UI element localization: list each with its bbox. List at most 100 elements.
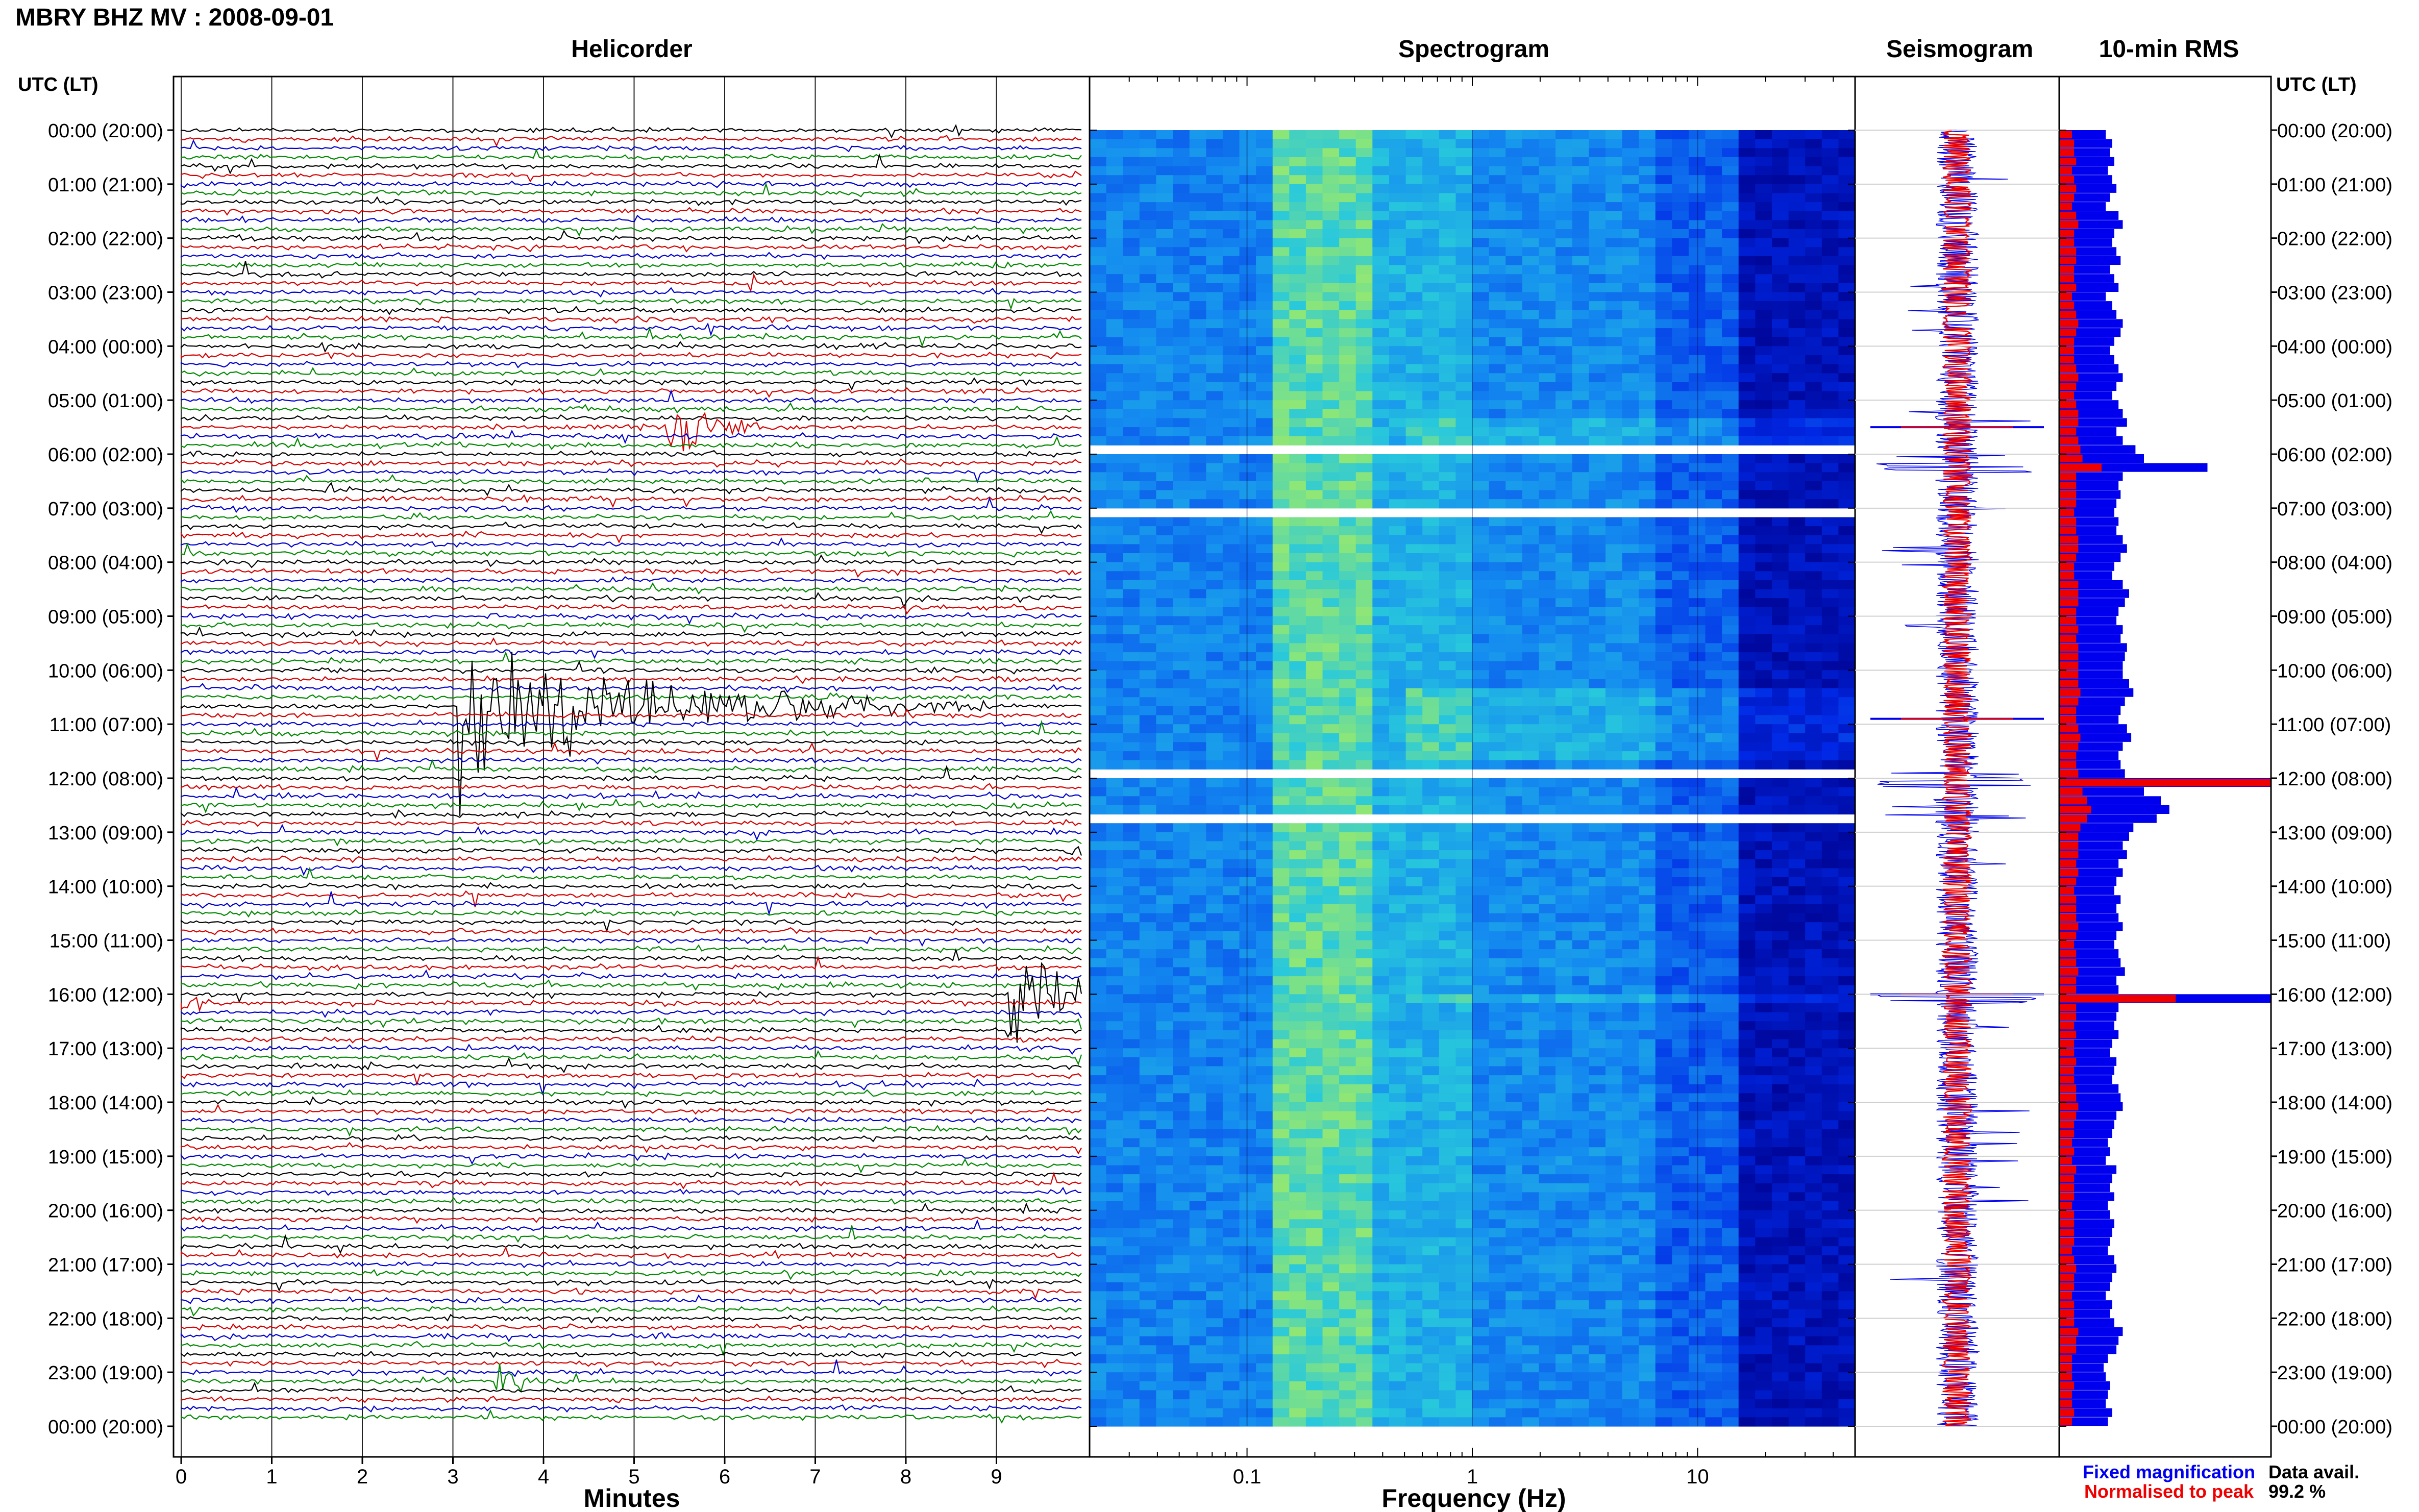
spectrogram-cell bbox=[1489, 895, 1506, 905]
spectrogram-cell bbox=[1222, 679, 1240, 689]
spectrogram-cell bbox=[1372, 409, 1390, 418]
spectrogram-cell bbox=[1173, 976, 1190, 986]
spectrogram-cell bbox=[1405, 418, 1423, 428]
spectrogram-cell bbox=[1788, 1102, 1806, 1112]
spectrogram-cell bbox=[1156, 193, 1173, 203]
spectrogram-cell bbox=[1272, 328, 1290, 338]
spectrogram-cell bbox=[1589, 688, 1606, 698]
spectrogram-cell bbox=[1805, 580, 1822, 590]
spectrogram-cell bbox=[1405, 931, 1423, 941]
spectrogram-cell bbox=[1755, 355, 1772, 365]
spectrogram-cell bbox=[1372, 184, 1390, 193]
spectrogram-cell bbox=[1139, 652, 1156, 662]
spectrogram-cell bbox=[1605, 193, 1623, 203]
time-axis-label-left: UTC (LT) bbox=[18, 74, 98, 95]
spectrogram-cell bbox=[1838, 166, 1856, 176]
spectrogram-cell bbox=[1705, 976, 1722, 986]
spectrogram-cell bbox=[1821, 148, 1839, 158]
spectrogram-cell bbox=[1639, 553, 1656, 563]
spectrogram-cell bbox=[1339, 589, 1356, 599]
spectrogram-cell bbox=[1222, 1084, 1240, 1094]
spectrogram-cell bbox=[1305, 643, 1323, 653]
spectrogram-cell bbox=[1222, 1048, 1240, 1058]
spectrogram-cell bbox=[1572, 472, 1589, 482]
spectrogram-cell bbox=[1305, 1111, 1323, 1121]
spectrogram-cell bbox=[1289, 1111, 1306, 1121]
spectrogram-cell bbox=[1372, 391, 1390, 401]
spectrogram-cell bbox=[1355, 283, 1373, 293]
spectrogram-cell bbox=[1123, 877, 1140, 887]
spectrogram-cell bbox=[1589, 580, 1606, 590]
spectrogram-cell bbox=[1556, 1111, 1573, 1121]
spectrogram-cell bbox=[1838, 607, 1856, 617]
spectrogram-cell bbox=[1372, 292, 1390, 302]
spectrogram-cell bbox=[1239, 958, 1256, 968]
spectrogram-cell bbox=[1139, 1129, 1156, 1139]
spectrogram-cell bbox=[1272, 175, 1290, 185]
spectrogram-cell bbox=[1688, 454, 1706, 464]
spectrogram-cell bbox=[1156, 490, 1173, 500]
spectrogram-cell bbox=[1589, 274, 1606, 284]
spectrogram-cell bbox=[1455, 427, 1473, 437]
spectrogram-cell bbox=[1239, 490, 1256, 500]
spectrogram-cell bbox=[1821, 967, 1839, 977]
spectrogram-cell bbox=[1539, 427, 1556, 437]
spectrogram-cell bbox=[1522, 1066, 1539, 1076]
spectrogram-cell bbox=[1772, 553, 1789, 563]
spectrogram-cell bbox=[1189, 598, 1206, 608]
spectrogram-cell bbox=[1489, 1030, 1506, 1040]
spectrogram-cell bbox=[1472, 706, 1490, 716]
spectrogram-cell bbox=[1405, 661, 1423, 671]
spectrogram-cell bbox=[1322, 805, 1340, 815]
spectrogram-cell bbox=[1805, 796, 1822, 806]
spectrogram-cell bbox=[1605, 751, 1623, 761]
spectrogram-cell bbox=[1305, 184, 1323, 193]
spectrogram-cell bbox=[1622, 1111, 1639, 1121]
spectrogram-cell bbox=[1239, 229, 1256, 239]
spectrogram-cell bbox=[1305, 409, 1323, 418]
spectrogram-cell bbox=[1639, 1003, 1656, 1013]
spectrogram-cell bbox=[1256, 850, 1273, 860]
spectrogram-cell bbox=[1455, 643, 1473, 653]
spectrogram-cell bbox=[1322, 733, 1340, 742]
spectrogram-cell bbox=[1206, 373, 1223, 383]
spectrogram-cell bbox=[1389, 301, 1406, 311]
spectrogram-cell bbox=[1189, 616, 1206, 626]
spectrogram-cell bbox=[1556, 751, 1573, 761]
spectrogram-cell bbox=[1672, 463, 1689, 473]
spectrogram-cell bbox=[1106, 1084, 1123, 1094]
spectrogram-cell bbox=[1505, 337, 1523, 346]
spectrogram-cell bbox=[1106, 949, 1123, 959]
spectrogram-cell bbox=[1772, 229, 1789, 239]
spectrogram-cell bbox=[1239, 805, 1256, 815]
spectrogram-cell bbox=[1672, 427, 1689, 437]
spectrogram-cell bbox=[1272, 220, 1290, 230]
spectrogram-cell bbox=[1439, 859, 1456, 869]
spectrogram-cell bbox=[1821, 328, 1839, 338]
spectrogram-cell bbox=[1372, 310, 1390, 319]
spectrogram-cell bbox=[1422, 274, 1440, 284]
spectrogram-cell bbox=[1322, 328, 1340, 338]
spectrogram-cell bbox=[1772, 1129, 1789, 1139]
spectrogram-cell bbox=[1788, 778, 1806, 788]
spectrogram-cell bbox=[1805, 589, 1822, 599]
spectrogram-cell bbox=[1556, 580, 1573, 590]
spectrogram-cell bbox=[1156, 598, 1173, 608]
spectrogram-cell bbox=[1472, 751, 1490, 761]
spectrogram-cell bbox=[1472, 679, 1490, 689]
spectrogram-cell bbox=[1123, 364, 1140, 374]
spectrogram-cell bbox=[1688, 931, 1706, 941]
spectrogram-cell bbox=[1189, 796, 1206, 806]
spectrogram-cell bbox=[1639, 373, 1656, 383]
spectrogram-cell bbox=[1472, 913, 1490, 923]
spectrogram-cell bbox=[1272, 409, 1290, 418]
spectrogram-cell bbox=[1422, 1048, 1440, 1058]
spectrogram-cell bbox=[1173, 337, 1190, 346]
spectrogram-cell bbox=[1489, 670, 1506, 680]
spectrogram-cell bbox=[1688, 283, 1706, 293]
spectrogram-cell bbox=[1239, 1039, 1256, 1049]
spectrogram-cell bbox=[1272, 346, 1290, 356]
spectrogram-cell bbox=[1090, 1048, 1107, 1058]
spectrogram-cell bbox=[1722, 373, 1739, 383]
spectrogram-cell bbox=[1655, 130, 1672, 140]
